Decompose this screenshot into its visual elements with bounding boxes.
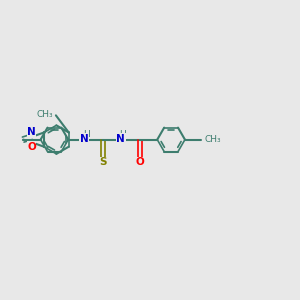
- Text: H: H: [83, 130, 89, 139]
- Text: O: O: [27, 142, 36, 152]
- Text: N: N: [80, 134, 88, 144]
- Text: CH₃: CH₃: [205, 135, 221, 144]
- Text: O: O: [136, 157, 144, 167]
- Text: CH₃: CH₃: [37, 110, 53, 119]
- Text: N: N: [27, 128, 36, 137]
- Text: S: S: [99, 157, 107, 167]
- Text: N: N: [116, 134, 125, 144]
- Text: H: H: [120, 130, 126, 139]
